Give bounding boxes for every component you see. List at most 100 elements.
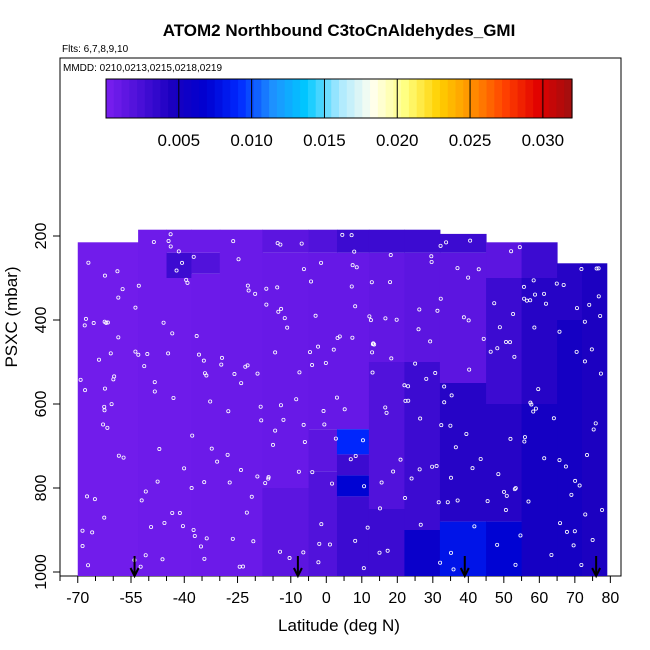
sample-point bbox=[495, 542, 500, 547]
sample-point bbox=[360, 438, 365, 443]
colorbar-segment bbox=[284, 79, 293, 118]
sample-point bbox=[263, 481, 268, 486]
sample-point bbox=[528, 400, 533, 405]
sample-point bbox=[102, 273, 107, 278]
sample-point bbox=[436, 500, 441, 505]
sample-point bbox=[273, 350, 278, 355]
sample-point bbox=[174, 268, 179, 273]
colorbar-segment bbox=[269, 79, 278, 118]
colorbar-segment bbox=[144, 79, 154, 118]
sample-point bbox=[406, 384, 411, 389]
sample-point bbox=[453, 445, 458, 450]
sample-point bbox=[184, 277, 189, 282]
sample-point bbox=[449, 393, 454, 398]
sample-point bbox=[383, 316, 388, 321]
sample-point bbox=[470, 466, 475, 471]
sample-point bbox=[367, 314, 372, 319]
sample-point bbox=[418, 522, 423, 527]
sample-point bbox=[362, 484, 367, 489]
sample-point bbox=[509, 249, 514, 254]
sample-point bbox=[317, 541, 322, 546]
sample-point bbox=[429, 254, 434, 259]
sample-point bbox=[316, 560, 321, 565]
colorbar-segment bbox=[113, 79, 123, 118]
colorbar-tick-label: 0.010 bbox=[230, 131, 273, 150]
dates-label: MMDD: 0210,0213,0215,0218,0219 bbox=[63, 63, 222, 74]
sample-point bbox=[522, 439, 527, 444]
sample-point bbox=[564, 529, 569, 534]
profile-marker-head bbox=[459, 567, 470, 579]
sample-point bbox=[157, 447, 162, 452]
sample-point bbox=[391, 469, 396, 474]
x-tick-label: -40 bbox=[173, 590, 196, 607]
x-tick-label: 50 bbox=[495, 590, 513, 607]
sample-point bbox=[551, 416, 556, 421]
sample-point bbox=[273, 428, 278, 433]
sample-point bbox=[365, 525, 370, 530]
heatmap-cell bbox=[368, 252, 405, 362]
colorbar-segment bbox=[245, 79, 255, 118]
sample-point bbox=[112, 374, 117, 379]
sample-point bbox=[591, 427, 596, 432]
sample-point bbox=[275, 285, 280, 290]
colorbar-segment bbox=[315, 79, 325, 118]
sample-point bbox=[322, 422, 327, 427]
sample-point bbox=[522, 296, 527, 301]
sample-point bbox=[177, 511, 182, 516]
sample-point bbox=[215, 459, 220, 464]
colorbar-segment bbox=[160, 79, 169, 118]
heatmap-cell bbox=[557, 320, 583, 576]
sample-point bbox=[370, 342, 375, 347]
sample-point bbox=[190, 433, 195, 438]
heatmap-cell bbox=[219, 229, 263, 576]
sample-point bbox=[476, 267, 481, 272]
heatmap-cell bbox=[191, 273, 221, 576]
colorbar-tick-label: 0.015 bbox=[303, 131, 346, 150]
x-tick-label: 40 bbox=[459, 590, 477, 607]
sample-point bbox=[342, 407, 347, 412]
sample-point bbox=[92, 497, 97, 502]
colorbar-segment bbox=[486, 79, 495, 118]
sample-point bbox=[139, 498, 144, 503]
sample-point bbox=[543, 301, 548, 306]
sample-point bbox=[579, 562, 584, 567]
sample-point bbox=[418, 416, 423, 421]
sample-point bbox=[202, 480, 207, 485]
sample-point bbox=[370, 350, 375, 355]
sample-point bbox=[287, 556, 292, 561]
sample-point bbox=[86, 260, 91, 265]
sample-point bbox=[236, 257, 241, 262]
sample-point bbox=[226, 409, 231, 414]
sample-point bbox=[593, 421, 598, 426]
colorbar-segment bbox=[354, 79, 363, 118]
sample-point bbox=[227, 480, 232, 485]
profile-marker-head bbox=[129, 567, 140, 579]
sample-point bbox=[270, 442, 275, 447]
sample-point bbox=[594, 266, 599, 271]
chart-title: ATOM2 Northbound C3toCnAldehydes_GMI bbox=[163, 21, 516, 40]
sample-point bbox=[301, 422, 306, 427]
sample-point bbox=[278, 549, 283, 554]
sample-point bbox=[196, 352, 201, 357]
colorbar-segment bbox=[478, 79, 488, 118]
sample-point bbox=[219, 355, 224, 360]
sample-point bbox=[526, 499, 531, 504]
sample-point bbox=[102, 386, 107, 391]
sample-point bbox=[377, 550, 382, 555]
sample-point bbox=[133, 305, 138, 310]
colorbar: 0.005 0.010 0.015 0.020 0.025 0.030 bbox=[105, 78, 573, 150]
sample-point bbox=[448, 423, 453, 428]
heatmap-cell bbox=[486, 278, 523, 404]
sample-point bbox=[502, 489, 507, 494]
sample-point bbox=[512, 354, 517, 359]
y-tick-label: 600 bbox=[33, 391, 50, 418]
sample-point bbox=[161, 320, 166, 325]
sample-point bbox=[104, 320, 109, 325]
colorbar-tick-label: 0.020 bbox=[376, 131, 419, 150]
sample-point bbox=[557, 329, 562, 334]
colorbar-segment bbox=[564, 79, 573, 118]
sample-point bbox=[152, 389, 157, 394]
colorbar-segment bbox=[401, 79, 410, 118]
sample-point bbox=[508, 340, 513, 345]
sample-point bbox=[90, 530, 95, 535]
